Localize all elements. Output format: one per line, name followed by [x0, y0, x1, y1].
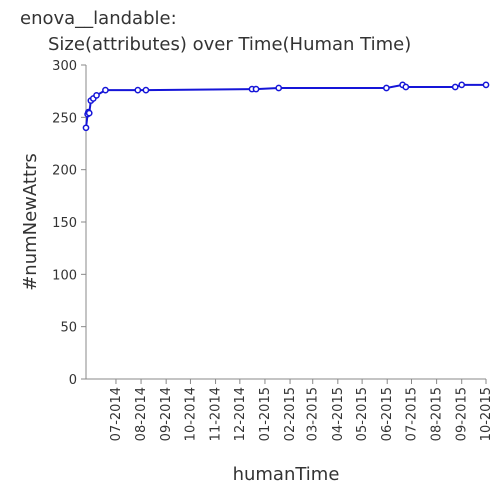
y-tick-label: 0	[69, 373, 77, 388]
data-point	[142, 86, 150, 94]
x-tick-label: 10-2015	[479, 387, 494, 441]
y-tick-label: 250	[52, 111, 77, 126]
data-point	[383, 84, 390, 92]
data-point	[252, 85, 260, 93]
chart-title-line-1: enova__landable:	[20, 8, 177, 29]
x-tick-label: 01-2015	[258, 387, 273, 441]
y-tick-label: 100	[52, 268, 77, 283]
data-point	[482, 81, 490, 89]
x-tick-label: 12-2014	[233, 387, 248, 441]
x-tick-label: 09-2015	[455, 387, 470, 441]
x-tick-label: 04-2015	[331, 387, 346, 441]
y-tick-label: 150	[52, 216, 77, 231]
data-point	[102, 86, 109, 94]
x-tick-label: 07-2014	[109, 387, 124, 441]
y-tick-label: 300	[52, 59, 77, 74]
x-tick-label: 06-2015	[380, 387, 395, 441]
data-point	[93, 92, 100, 99]
x-tick-label: 08-2014	[134, 387, 149, 441]
x-tick-label: 10-2014	[183, 387, 198, 441]
y-ticks: 0 50 100 150 200 250 300	[52, 59, 86, 388]
y-tick-label: 50	[60, 321, 77, 336]
data-point	[458, 81, 466, 89]
x-tick-label: 07-2015	[405, 387, 420, 441]
x-tick-label: 02-2015	[283, 387, 298, 441]
series-group	[82, 81, 490, 132]
data-point	[134, 86, 142, 94]
x-axis: 07-2014 08-2014 09-2014 10-2014 11-2014 12-20…	[86, 378, 494, 441]
x-tick-label: 08-2015	[430, 387, 445, 441]
x-tick-label: 09-2014	[159, 387, 174, 441]
y-axis: 0 50 100 150 200 250 300	[52, 59, 87, 388]
data-point	[85, 109, 93, 117]
x-tick-label: 05-2015	[355, 387, 370, 441]
data-point	[275, 84, 283, 92]
y-tick-label: 200	[52, 164, 77, 179]
y-axis-label: #numNewAttrs	[20, 153, 41, 291]
data-point	[402, 83, 410, 91]
x-axis-label: humanTime	[233, 464, 340, 485]
data-point	[451, 83, 459, 91]
chart-title-line-2: Size(attributes) over Time(Human Time)	[48, 34, 411, 55]
x-ticks: 07-2014 08-2014 09-2014 10-2014 11-2014 12-20…	[109, 379, 494, 441]
x-tick-label: 11-2014	[209, 387, 224, 441]
data-point	[82, 124, 90, 132]
x-tick-label: 03-2015	[306, 387, 321, 441]
